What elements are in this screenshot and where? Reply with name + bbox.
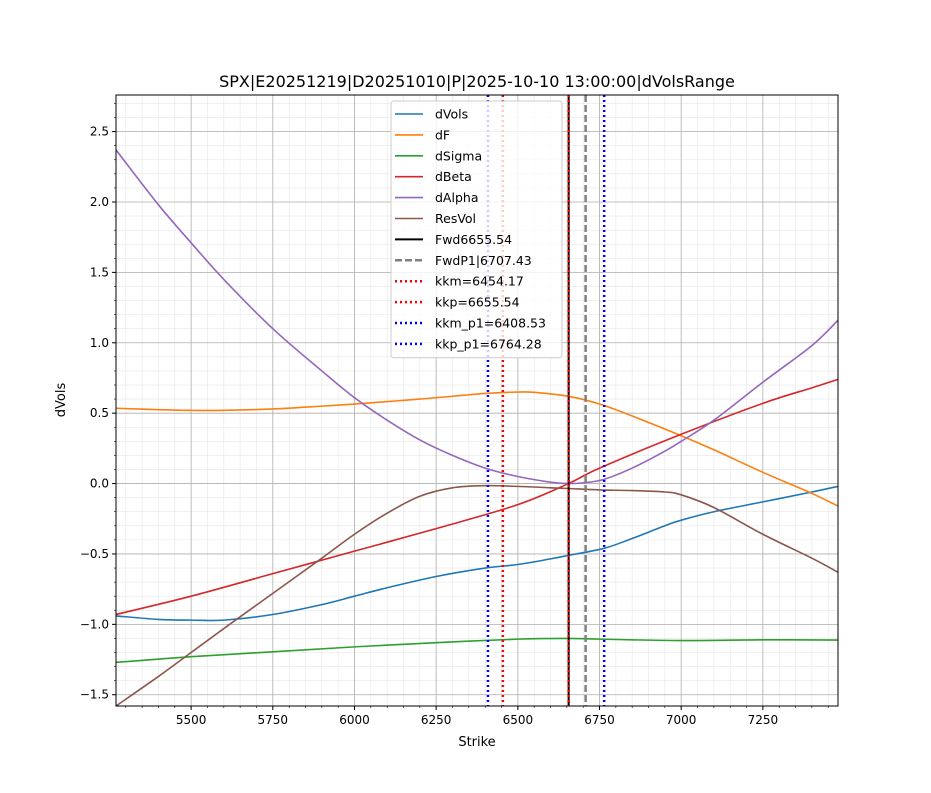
chart-title: SPX|E20251219|D20251010|P|2025-10-10 13:…	[219, 72, 735, 91]
legend-label: FwdP1|6707.43	[435, 253, 532, 268]
y-tick-label: 0.5	[90, 406, 109, 420]
legend-label: dAlpha	[435, 190, 478, 205]
legend-label: ResVol	[435, 211, 476, 226]
series-line-dalpha	[116, 149, 838, 485]
x-tick-label: 6000	[339, 713, 370, 727]
y-tick-label: 2.0	[90, 195, 109, 209]
x-axis-ticks: 5500 5750 6000 6250 6500 6750 7000 7250	[125, 706, 829, 727]
x-tick-label: 6750	[584, 713, 615, 727]
x-axis-label: Strike	[458, 735, 495, 750]
y-axis-ticks: −1.5 −1.0 −0.5 0.0 0.5 1.0 1.5 2.0 2.5	[80, 103, 116, 702]
x-tick-label: 5500	[176, 713, 207, 727]
legend: dVols dF dSigma dBeta dAlpha ResVol Fwd6655.54…	[390, 100, 563, 359]
series-line-df	[116, 391, 838, 507]
x-tick-label: 5750	[258, 713, 289, 727]
x-tick-label: 7000	[666, 713, 697, 727]
legend-label: kkp_p1=6764.28	[435, 336, 542, 351]
axes-frame	[115, 94, 839, 707]
legend-label: dVols	[435, 107, 468, 122]
legend-label: kkm_p1=6408.53	[435, 316, 546, 331]
y-tick-label: 2.5	[90, 125, 109, 139]
x-tick-label: 6250	[421, 713, 452, 727]
series-line-dvols	[116, 485, 838, 622]
y-tick-label: −1.0	[80, 617, 109, 631]
legend-box	[390, 100, 563, 359]
series-line-resvol	[116, 484, 838, 706]
series-line-dbeta	[116, 378, 838, 616]
series-line-dsigma	[116, 637, 838, 664]
legend-label: dF	[435, 127, 450, 142]
y-tick-label: 1.0	[90, 336, 109, 350]
y-tick-label: −1.5	[80, 688, 109, 702]
legend-label: Fwd6655.54	[435, 232, 512, 247]
x-tick-label: 7250	[748, 713, 779, 727]
legend-label: dBeta	[435, 169, 472, 184]
legend-label: kkm=6454.17	[435, 274, 524, 289]
x-tick-label: 6500	[503, 713, 534, 727]
y-tick-label: 1.5	[90, 265, 109, 279]
y-tick-label: 0.0	[90, 477, 109, 491]
y-tick-label: −0.5	[80, 547, 109, 561]
legend-label: kkp=6655.54	[435, 295, 520, 310]
legend-label: dSigma	[435, 148, 482, 163]
y-axis-label: dVols	[54, 383, 69, 418]
